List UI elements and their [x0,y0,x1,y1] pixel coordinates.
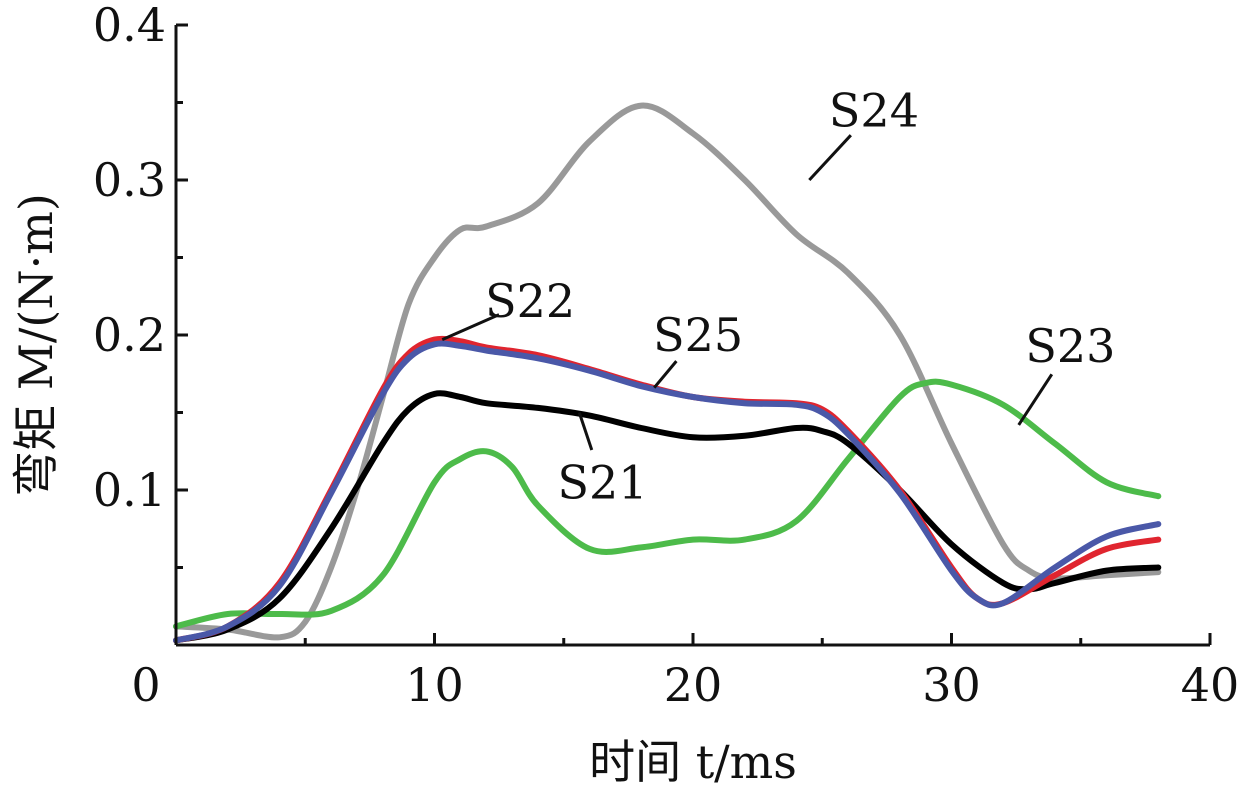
series-label-s22: S22 [485,274,575,328]
series-line-s25 [173,340,1162,644]
leader-line-s22 [441,313,500,342]
ticks-layer: 0102030400.10.20.30.40 [93,0,1239,712]
leader-line-s21 [577,412,594,451]
series-line-s23 [173,378,1162,630]
y-tick-label: 0.1 [93,463,166,517]
leader-line-s25 [653,360,678,389]
y-tick-label: 0.4 [93,0,166,52]
origin-label: 0 [131,658,160,712]
series-label-s24: S24 [829,83,919,137]
y-tick-label: 0.2 [93,308,166,362]
series-line-s21 [173,390,1162,644]
leader-line-s24 [808,134,852,182]
x-tick-label: 10 [405,658,464,712]
x-tick-label: 30 [922,658,981,712]
series-label-s23: S23 [1025,319,1115,373]
series-line-s22 [173,335,1162,644]
x-tick-label: 40 [1181,658,1240,712]
series-layer [173,102,1162,644]
leader-line-s23 [1017,373,1054,426]
x-axis-title: 时间 t/ms [589,735,797,785]
annotation-layer: S24 S22 S25 S23 S21 [441,83,1115,509]
series-label-s25: S25 [653,308,743,362]
series-line-s24 [173,102,1162,641]
y-tick-label: 0.3 [93,153,166,207]
x-tick-label: 20 [664,658,723,712]
series-label-s21: S21 [558,455,648,509]
y-axis-title: 弯矩 M/(N·m) [9,193,63,497]
